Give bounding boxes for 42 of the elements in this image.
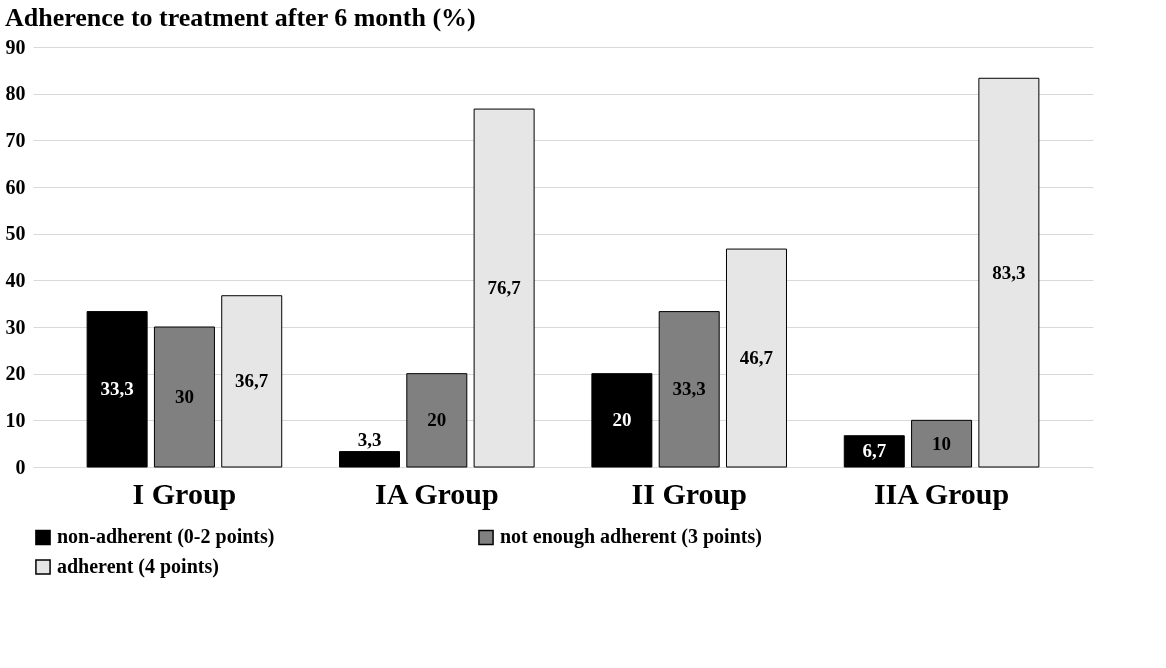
data-label: 20 [427, 409, 447, 431]
x-tick-label: I Group [132, 476, 237, 510]
y-tick-label: 40 [5, 268, 26, 291]
y-tick-label: 30 [5, 315, 26, 338]
data-label: 10 [932, 432, 952, 454]
data-label: 3,3 [357, 428, 382, 450]
bar [221, 295, 283, 468]
data-label: 76,7 [487, 277, 522, 299]
bar [658, 311, 720, 468]
y-tick-label: 90 [5, 35, 26, 58]
data-label: 83,3 [992, 261, 1026, 283]
legend-label: adherent (4 points) [57, 555, 219, 578]
y-tick-label: 10 [5, 408, 26, 431]
bar [725, 248, 787, 468]
y-tick-label: 50 [5, 222, 26, 245]
x-tick-label: II Group [631, 476, 747, 510]
data-label: 6,7 [862, 440, 887, 462]
data-label: 46,7 [739, 347, 774, 369]
x-tick-label: IA Group [374, 476, 499, 510]
bar [911, 419, 973, 468]
bar [978, 77, 1040, 468]
y-tick-label: 60 [5, 175, 26, 198]
bar [153, 326, 215, 468]
data-label: 33,3 [100, 378, 134, 400]
data-label: 33,3 [672, 378, 706, 400]
legend-label: not enough adherent (3 points) [500, 525, 762, 549]
bar [339, 451, 401, 468]
y-tick-label: 70 [5, 128, 26, 151]
data-label: 36,7 [235, 370, 269, 392]
bar [591, 373, 653, 468]
legend-label: non-adherent (0-2 points) [57, 525, 275, 549]
chart-title: Adherence to treatment after 6 month (%) [5, 3, 476, 32]
data-label: 20 [612, 409, 632, 431]
x-tick-label: IIA Group [873, 476, 1010, 510]
bar [843, 435, 905, 468]
bar [406, 373, 468, 468]
y-tick-label: 80 [5, 82, 26, 105]
bar [473, 108, 535, 468]
bar [86, 311, 148, 468]
data-label: 30 [174, 386, 194, 407]
y-tick-label: 0 [15, 455, 26, 478]
y-tick-label: 20 [5, 362, 26, 385]
